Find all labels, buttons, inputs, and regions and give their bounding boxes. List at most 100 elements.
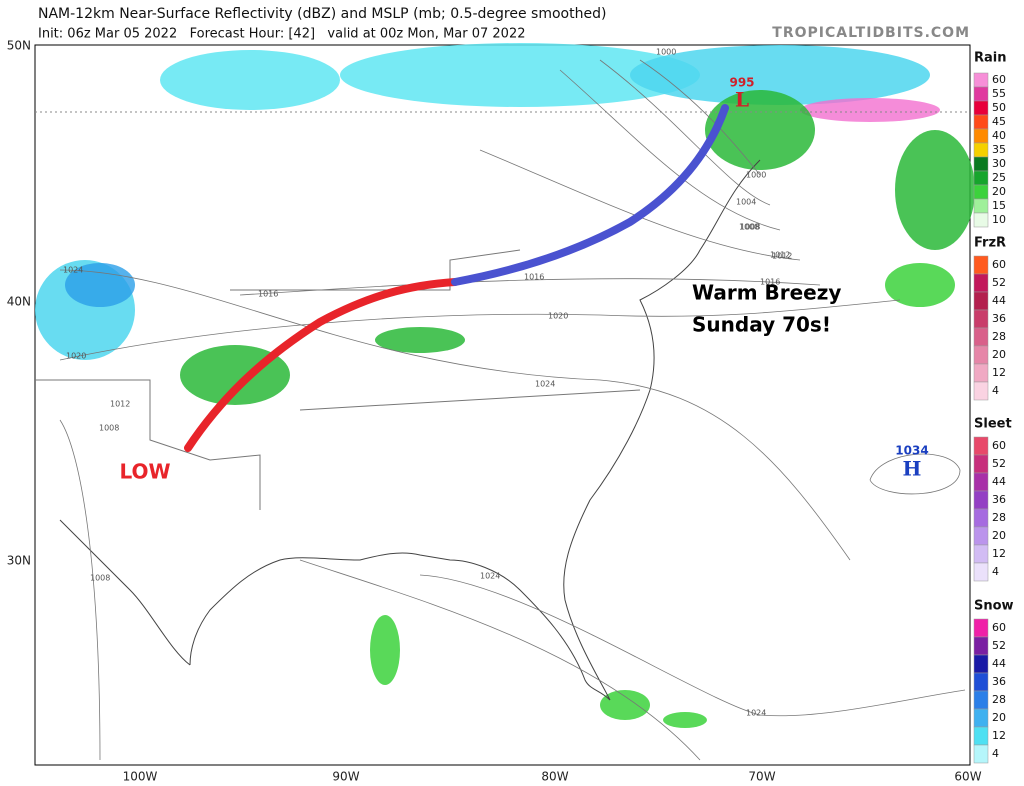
isobar-label: 1024 [746, 709, 766, 718]
legend-label: 35 [992, 143, 1006, 156]
legend-swatch [973, 708, 989, 728]
legend-swatch [973, 170, 989, 186]
legend-label: 50 [992, 101, 1006, 114]
lat-label: 50N [7, 39, 31, 53]
legend-label: 52 [992, 457, 1006, 470]
isobar-label: 1000 [656, 48, 676, 57]
boundaries [35, 111, 970, 701]
lon-label: 60W [954, 770, 981, 784]
legend-swatch [973, 436, 989, 456]
legend-label: 28 [992, 330, 1006, 343]
legend-label: 4 [992, 565, 999, 578]
isobar-label: 1008 [99, 424, 119, 433]
legend-label: 12 [992, 366, 1006, 379]
legend-swatch [973, 184, 989, 200]
snow-area [340, 43, 700, 107]
legend-label: 20 [992, 529, 1006, 542]
legend-label: 36 [992, 312, 1006, 325]
rain-area [663, 712, 707, 728]
legend-label: 36 [992, 675, 1006, 688]
legend-swatch [973, 86, 989, 102]
legend-label: 28 [992, 511, 1006, 524]
legend-label: 10 [992, 213, 1006, 226]
rain-area [705, 90, 815, 170]
high-pressure: 1034 [895, 444, 928, 458]
subtitle: Init: 06z Mar 05 2022 Forecast Hour: [42… [38, 27, 525, 42]
legend-swatch [973, 618, 989, 638]
rain-area [895, 130, 975, 250]
legend-label: 60 [992, 73, 1006, 86]
legend-swatch [973, 690, 989, 710]
isobar-label: 1016 [258, 290, 278, 299]
source: TROPICALTIDBITS.COM [772, 25, 970, 41]
legend-label: 36 [992, 493, 1006, 506]
map-frame [34, 44, 971, 766]
legend-label: 44 [992, 657, 1006, 670]
isobar-label: 1020 [66, 352, 86, 361]
rain-area [600, 690, 650, 720]
legends: Rain6055504540353025201510FrzR6052443628… [973, 51, 1014, 764]
legend-swatch [973, 291, 989, 311]
legend-swatch [973, 363, 989, 383]
warm-label: Warm Breezy [692, 281, 841, 305]
legend-swatch [973, 381, 989, 401]
legend-label: 15 [992, 199, 1006, 212]
legend-label: 44 [992, 294, 1006, 307]
low-label: LOW [119, 460, 170, 484]
legend-label: 25 [992, 171, 1006, 184]
legend-swatch [973, 114, 989, 130]
legend-swatch [973, 508, 989, 528]
legend-swatch [973, 490, 989, 510]
legend-swatch [973, 544, 989, 564]
isobar-label: 1012 [770, 251, 790, 260]
warm-front [184, 278, 459, 452]
lat-label: 40N [7, 295, 31, 309]
lon-label: 80W [541, 770, 568, 784]
snow-area [160, 50, 340, 110]
legend-label: 55 [992, 87, 1006, 100]
legend-label: 28 [992, 693, 1006, 706]
legend-label: 30 [992, 157, 1006, 170]
isobar-label: 1020 [548, 312, 568, 321]
isobar-label: 1008 [739, 223, 759, 232]
rain-area [370, 615, 400, 685]
legend-label: 40 [992, 129, 1006, 142]
high-symbol: H [903, 457, 922, 481]
legend-swatch [973, 636, 989, 656]
legend-title: FrzR [974, 236, 1006, 251]
rain-area [375, 327, 465, 353]
legend-label: 12 [992, 729, 1006, 742]
legend-swatch [973, 345, 989, 365]
legend-label: 12 [992, 547, 1006, 560]
isobar-label: 1024 [535, 380, 555, 389]
isobar-label: 1016 [760, 278, 780, 287]
legend-swatch [973, 454, 989, 474]
legend-swatch [973, 142, 989, 158]
isobar-label: 1016 [524, 273, 544, 282]
low-pressure: 995 [729, 76, 754, 90]
snow-area [65, 263, 135, 307]
precip [35, 43, 975, 728]
isobar-label: 1012 [772, 252, 792, 261]
legend-swatch [973, 654, 989, 674]
legend-label: 20 [992, 348, 1006, 361]
lon-label: 90W [332, 770, 359, 784]
legend-title: Rain [974, 51, 1007, 66]
legend-swatch [973, 273, 989, 293]
title: NAM-12km Near-Surface Reflectivity (dBZ)… [38, 6, 606, 22]
legend-swatch [973, 128, 989, 144]
legend-swatch [973, 562, 989, 582]
isobar-label: 1004 [736, 198, 756, 207]
legend-label: 20 [992, 711, 1006, 724]
legend-label: 52 [992, 639, 1006, 652]
legend-swatch [973, 212, 989, 228]
legend-label: 44 [992, 475, 1006, 488]
isobar-label: 1008 [740, 223, 760, 232]
legend-title: Snow [974, 599, 1014, 614]
snow-area [630, 45, 930, 105]
isobar-label: 1024 [480, 572, 500, 581]
legend-label: 60 [992, 439, 1006, 452]
legend-label: 60 [992, 621, 1006, 634]
legend-label: 4 [992, 384, 999, 397]
